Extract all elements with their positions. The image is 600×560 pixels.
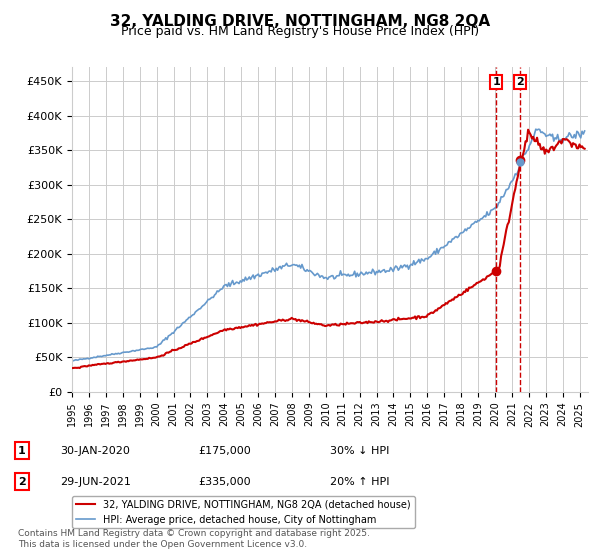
Text: 1: 1: [18, 446, 26, 456]
Text: 29-JUN-2021: 29-JUN-2021: [60, 477, 131, 487]
Text: Contains HM Land Registry data © Crown copyright and database right 2025.
This d: Contains HM Land Registry data © Crown c…: [18, 529, 370, 549]
Text: 32, YALDING DRIVE, NOTTINGHAM, NG8 2QA: 32, YALDING DRIVE, NOTTINGHAM, NG8 2QA: [110, 14, 490, 29]
Legend: 32, YALDING DRIVE, NOTTINGHAM, NG8 2QA (detached house), HPI: Average price, det: 32, YALDING DRIVE, NOTTINGHAM, NG8 2QA (…: [72, 496, 415, 529]
Text: 30% ↓ HPI: 30% ↓ HPI: [330, 446, 389, 456]
Text: Price paid vs. HM Land Registry's House Price Index (HPI): Price paid vs. HM Land Registry's House …: [121, 25, 479, 38]
Text: 2: 2: [18, 477, 26, 487]
Text: £175,000: £175,000: [198, 446, 251, 456]
Text: £335,000: £335,000: [198, 477, 251, 487]
Text: 20% ↑ HPI: 20% ↑ HPI: [330, 477, 389, 487]
Text: 2: 2: [516, 77, 524, 87]
Text: 30-JAN-2020: 30-JAN-2020: [60, 446, 130, 456]
Text: 1: 1: [493, 77, 500, 87]
